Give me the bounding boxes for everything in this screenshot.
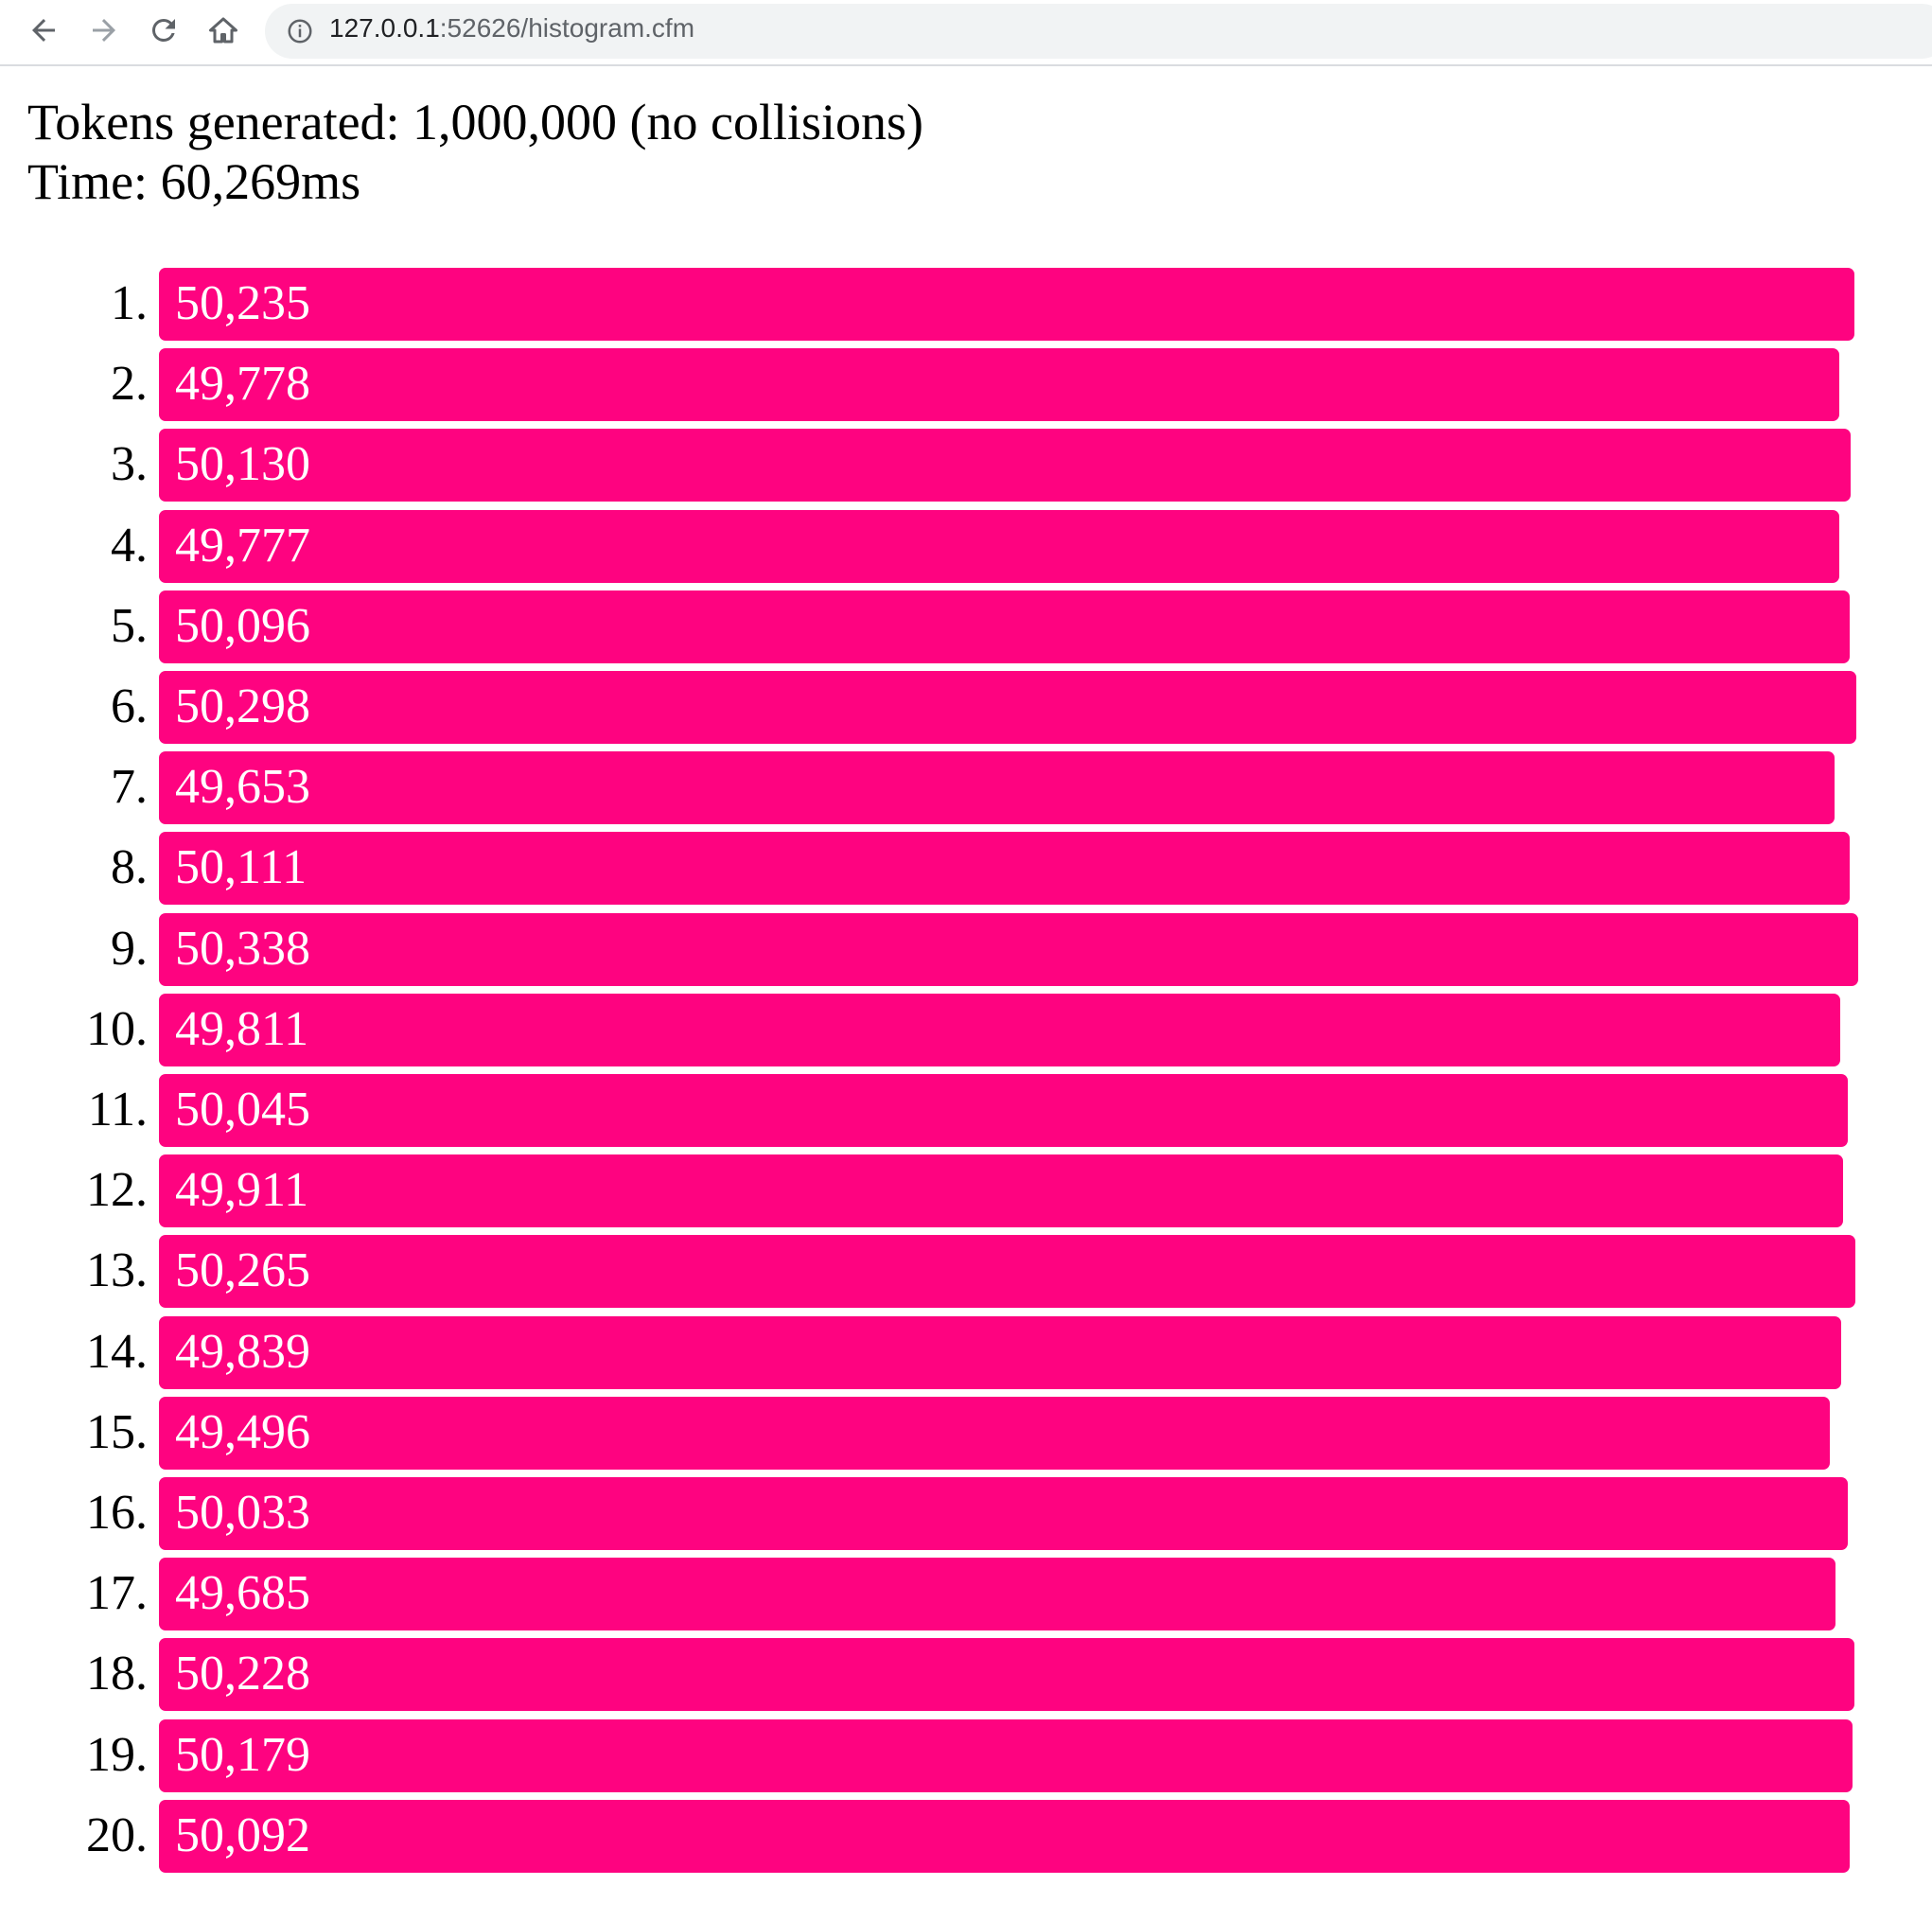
bar (159, 1074, 1849, 1147)
list-marker: 4. (111, 518, 148, 573)
list-marker: 2. (111, 357, 148, 412)
bar-label: 49,911 (175, 1163, 309, 1218)
bar (159, 509, 1839, 583)
list-marker: 10. (86, 1001, 148, 1056)
list-marker: 8. (111, 840, 148, 895)
bar-label: 49,653 (175, 760, 310, 815)
bar (159, 1718, 1853, 1792)
summary-line: Tokens generated: 1,000,000 (no collisio… (27, 94, 924, 150)
bar (159, 348, 1839, 422)
browser-toolbar: 127.0.0.1:52626/histogram.cfm (0, 0, 1932, 66)
bar-label: 49,778 (175, 357, 310, 412)
home-button[interactable] (206, 13, 240, 47)
url-path: :52626/histogram.cfm (439, 13, 695, 43)
bar-label: 50,092 (175, 1807, 310, 1862)
bar-label: 49,811 (175, 1001, 309, 1056)
list-marker: 16. (86, 1486, 148, 1540)
bar (159, 751, 1835, 825)
list-marker: 14. (86, 1324, 148, 1379)
bar (159, 1396, 1830, 1470)
bar-label: 50,045 (175, 1083, 310, 1137)
reload-button[interactable] (147, 13, 181, 47)
url-host: 127.0.0.1 (329, 13, 440, 43)
bar (159, 912, 1858, 986)
list-marker: 5. (111, 598, 148, 653)
bar-label: 49,496 (175, 1404, 310, 1459)
bar-label: 50,096 (175, 598, 310, 653)
summary-line: Time: 60,269ms (27, 153, 361, 210)
bar-label: 50,130 (175, 437, 310, 492)
bar (159, 1235, 1855, 1309)
bar-label: 50,298 (175, 679, 310, 733)
list-marker: 19. (86, 1727, 148, 1782)
bar (159, 1477, 1848, 1550)
bar-label: 50,228 (175, 1647, 310, 1701)
bar (159, 832, 1851, 906)
list-marker: 1. (111, 276, 148, 330)
forward-button[interactable] (87, 13, 121, 47)
list-marker: 20. (86, 1807, 148, 1862)
site-info-icon[interactable] (286, 17, 314, 45)
bar-label: 50,235 (175, 276, 310, 330)
bar (159, 1315, 1841, 1389)
bar-label: 49,839 (175, 1324, 310, 1379)
bar (159, 993, 1840, 1066)
bar (159, 429, 1852, 502)
list-marker: 3. (111, 437, 148, 492)
bar-label: 50,338 (175, 921, 310, 976)
back-button[interactable] (26, 13, 61, 47)
list-marker: 11. (87, 1083, 148, 1137)
summary: Tokens generated: 1,000,000 (no collisio… (27, 93, 923, 212)
address-bar[interactable] (265, 4, 1932, 59)
bar-label: 50,179 (175, 1727, 310, 1782)
list-marker: 17. (86, 1566, 148, 1621)
bar (159, 671, 1857, 744)
bar (159, 1558, 1836, 1631)
list-marker: 18. (86, 1647, 148, 1701)
bar-label: 50,111 (175, 840, 307, 895)
bar (159, 1638, 1854, 1712)
bar-label: 50,265 (175, 1243, 310, 1298)
list-marker: 12. (86, 1163, 148, 1218)
list-marker: 9. (111, 921, 148, 976)
bar (159, 1799, 1850, 1873)
list-marker: 15. (86, 1404, 148, 1459)
bar (159, 268, 1854, 341)
bar (159, 590, 1850, 663)
list-marker: 6. (111, 679, 148, 733)
bar-label: 49,685 (175, 1566, 310, 1621)
list-marker: 13. (86, 1243, 148, 1298)
list-marker: 7. (111, 760, 148, 815)
bar-label: 50,033 (175, 1486, 310, 1540)
bar (159, 1154, 1844, 1228)
url: 127.0.0.1:52626/histogram.cfm (329, 13, 694, 44)
bar-label: 49,777 (175, 518, 310, 573)
